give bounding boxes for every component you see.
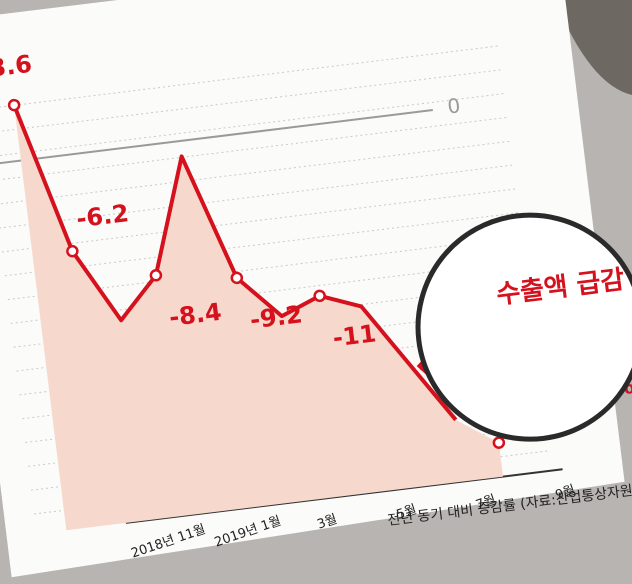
- point: [493, 437, 504, 448]
- point: [231, 272, 242, 283]
- chart: 03.6-6.2-8.4-9.2-11-21.8%2018년 11월2019년 …: [0, 0, 632, 584]
- page: 03.6-6.2-8.4-9.2-11-21.8%2018년 11월2019년 …: [0, 0, 632, 584]
- point: [67, 246, 78, 257]
- point: [150, 270, 161, 281]
- value-label: 3.6: [0, 50, 33, 83]
- value-label: -11: [331, 319, 377, 352]
- point: [314, 290, 325, 301]
- paper: 03.6-6.2-8.4-9.2-11-21.8%2018년 11월2019년 …: [0, 0, 632, 577]
- point: [9, 100, 20, 111]
